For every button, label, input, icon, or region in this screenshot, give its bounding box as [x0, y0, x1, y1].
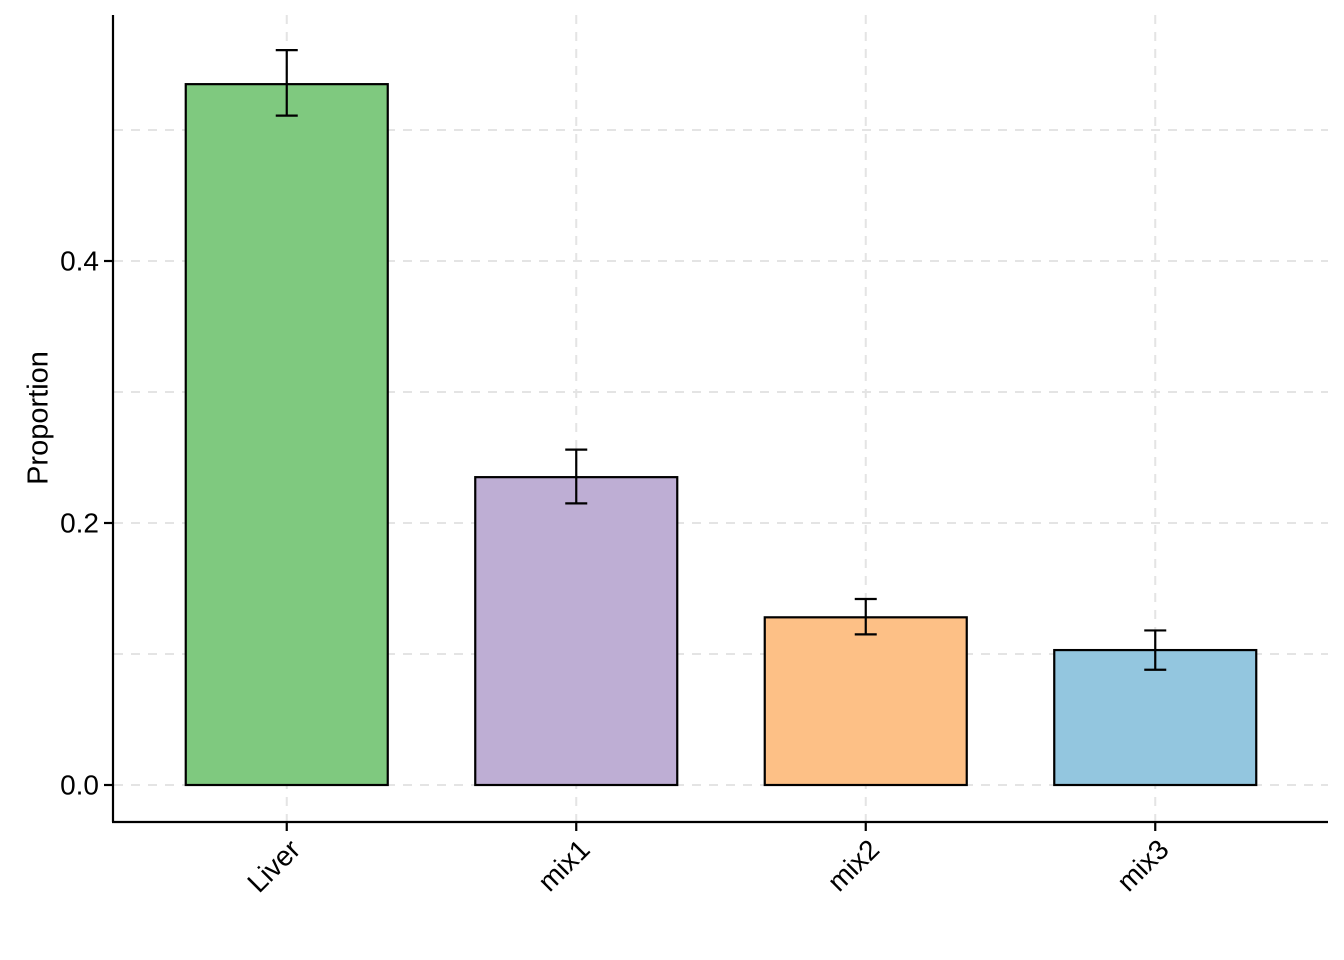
- bar-liver: [184, 83, 389, 787]
- error-bar-mix2: [854, 597, 877, 636]
- x-tick-label: mix1: [532, 834, 596, 898]
- y-axis-title: Proportion: [23, 351, 55, 485]
- error-bar-mix3: [1144, 629, 1167, 671]
- error-bars: [275, 48, 1167, 671]
- x-tick-label: mix3: [1111, 834, 1175, 898]
- y-tick-label: 0.0: [60, 770, 99, 801]
- y-tick-label: 0.4: [60, 246, 99, 277]
- error-bar-mix1: [565, 448, 588, 505]
- bar-mix2: [763, 616, 968, 787]
- x-tick-label: mix2: [821, 834, 885, 898]
- bar-mix1: [474, 476, 679, 787]
- bars: [184, 83, 1258, 787]
- error-bar-liver: [275, 48, 298, 117]
- bar-mix3: [1053, 648, 1258, 787]
- x-tick-label: Liver: [241, 834, 306, 899]
- y-tick-label: 0.2: [60, 508, 99, 539]
- axes: [111, 15, 1328, 824]
